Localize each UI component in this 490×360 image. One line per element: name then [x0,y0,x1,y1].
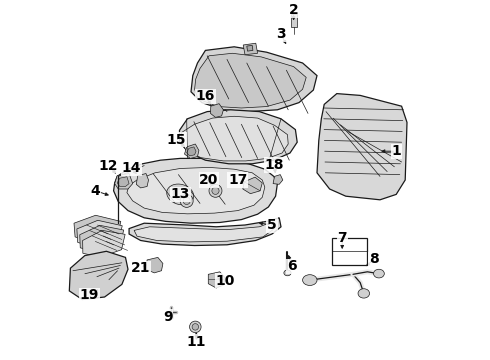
Polygon shape [77,220,122,248]
Text: 17: 17 [228,173,247,187]
Polygon shape [115,174,133,189]
Polygon shape [179,110,297,164]
Polygon shape [74,215,121,244]
Ellipse shape [167,184,194,205]
Ellipse shape [358,289,369,298]
Polygon shape [127,167,265,214]
Text: 10: 10 [216,274,235,288]
Polygon shape [69,251,128,300]
Text: 16: 16 [196,90,215,103]
Polygon shape [273,175,283,184]
Text: 2: 2 [289,3,298,17]
Ellipse shape [284,270,291,276]
Polygon shape [317,94,407,200]
Polygon shape [136,174,148,188]
Polygon shape [195,53,306,108]
Ellipse shape [180,194,193,207]
Polygon shape [117,177,129,186]
Text: 1: 1 [392,144,401,158]
Polygon shape [134,222,273,242]
Polygon shape [181,116,288,161]
Text: 11: 11 [187,335,206,349]
Polygon shape [208,272,225,288]
Text: 13: 13 [171,188,190,201]
Text: 19: 19 [80,288,99,302]
Text: 9: 9 [163,310,172,324]
Ellipse shape [183,197,190,204]
Ellipse shape [373,269,384,278]
Polygon shape [114,158,277,223]
Polygon shape [291,14,297,27]
Text: 4: 4 [91,184,100,198]
Text: 15: 15 [167,133,186,147]
Polygon shape [80,225,123,253]
Text: 7: 7 [338,231,347,244]
Ellipse shape [303,275,317,285]
Polygon shape [332,238,368,265]
Polygon shape [191,47,317,112]
Polygon shape [243,43,258,55]
Ellipse shape [192,324,198,330]
Text: 21: 21 [131,261,150,275]
Polygon shape [210,104,223,117]
Text: 8: 8 [369,252,379,266]
Ellipse shape [209,184,222,197]
Ellipse shape [212,187,219,194]
Polygon shape [247,45,253,51]
Text: 12: 12 [98,159,118,172]
Text: 3: 3 [276,27,286,41]
Ellipse shape [190,321,201,333]
Polygon shape [83,230,125,257]
Polygon shape [243,177,262,194]
Polygon shape [185,144,199,158]
Text: 6: 6 [287,260,296,273]
Text: 5: 5 [267,218,277,232]
Polygon shape [146,257,163,273]
Text: 14: 14 [122,162,141,175]
Polygon shape [187,147,196,156]
Polygon shape [129,218,281,246]
Text: 18: 18 [265,158,284,172]
Ellipse shape [173,189,187,200]
Text: 20: 20 [199,173,219,187]
